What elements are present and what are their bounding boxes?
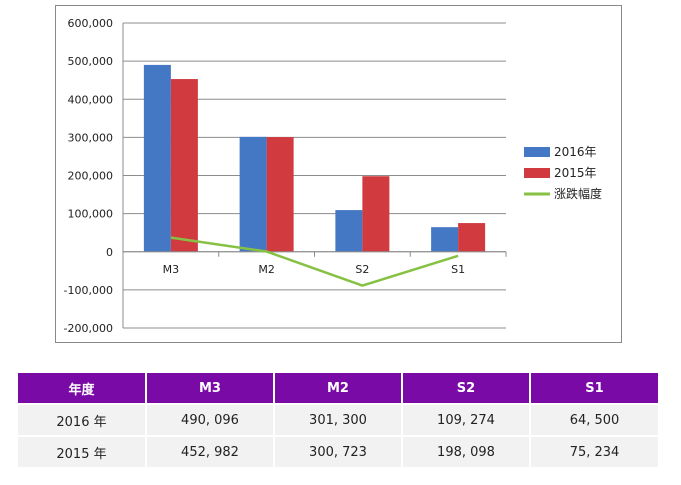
x-tick-label: M2 — [258, 263, 275, 276]
y-tick-label: 300,000 — [68, 131, 114, 144]
table-header-s1: S1 — [530, 373, 658, 404]
table-cell: 64, 500 — [530, 403, 658, 436]
legend-label: 2015年 — [554, 166, 597, 180]
x-tick-label: M3 — [163, 263, 180, 276]
table-row: 2015 年 452, 982 300, 723 198, 098 75, 23… — [18, 435, 658, 467]
legend-label: 2016年 — [554, 145, 597, 159]
table-cell: 198, 098 — [402, 435, 531, 467]
x-tick-label: S1 — [451, 263, 465, 276]
x-tick-label: S2 — [355, 263, 369, 276]
bar — [266, 137, 294, 252]
table-cell: 452, 982 — [146, 435, 275, 467]
bar — [170, 79, 198, 252]
table-header-m2: M2 — [274, 373, 403, 404]
table-header-year: 年度 — [18, 373, 147, 404]
y-tick-label: -200,000 — [64, 322, 113, 335]
y-tick-label: -100,000 — [64, 284, 113, 297]
y-tick-label: 400,000 — [68, 93, 114, 106]
table-header-row: 年度 M3 M2 S2 S1 — [18, 373, 658, 404]
table-cell: 490, 096 — [146, 403, 275, 436]
y-tick-label: 500,000 — [68, 55, 114, 68]
table-row: 2016 年 490, 096 301, 300 109, 274 64, 50… — [18, 403, 658, 436]
legend-swatch — [524, 168, 550, 178]
legend-swatch — [524, 147, 550, 157]
table-cell: 109, 274 — [402, 403, 531, 436]
y-tick-label: 0 — [106, 246, 113, 259]
data-table: 年度 M3 M2 S2 S1 2016 年 490, 096 301, 300 … — [18, 373, 658, 467]
bar — [239, 136, 267, 252]
table-cell: 2015 年 — [18, 435, 147, 467]
table-cell: 300, 723 — [274, 435, 403, 467]
table-header-m3: M3 — [146, 373, 275, 404]
line-series — [170, 236, 459, 287]
table-cell: 301, 300 — [274, 403, 403, 436]
bar — [335, 210, 363, 252]
legend-label: 涨跌幅度 — [554, 186, 602, 201]
table-cell: 75, 234 — [530, 435, 658, 467]
y-tick-label: 100,000 — [68, 208, 114, 221]
y-tick-label: 200,000 — [68, 170, 114, 183]
table-cell: 2016 年 — [18, 403, 147, 436]
table-header-s2: S2 — [402, 373, 531, 404]
bar — [431, 227, 459, 252]
chart-frame: 600,000 500,000 400,000 300,000 200,000 100,0… — [55, 5, 622, 343]
bar-line-chart: 600,000 500,000 400,000 300,000 200,000 100,0… — [64, 17, 602, 335]
bar — [143, 64, 171, 252]
bar — [458, 223, 486, 252]
y-tick-label: 600,000 — [68, 17, 114, 30]
bar — [362, 176, 390, 252]
